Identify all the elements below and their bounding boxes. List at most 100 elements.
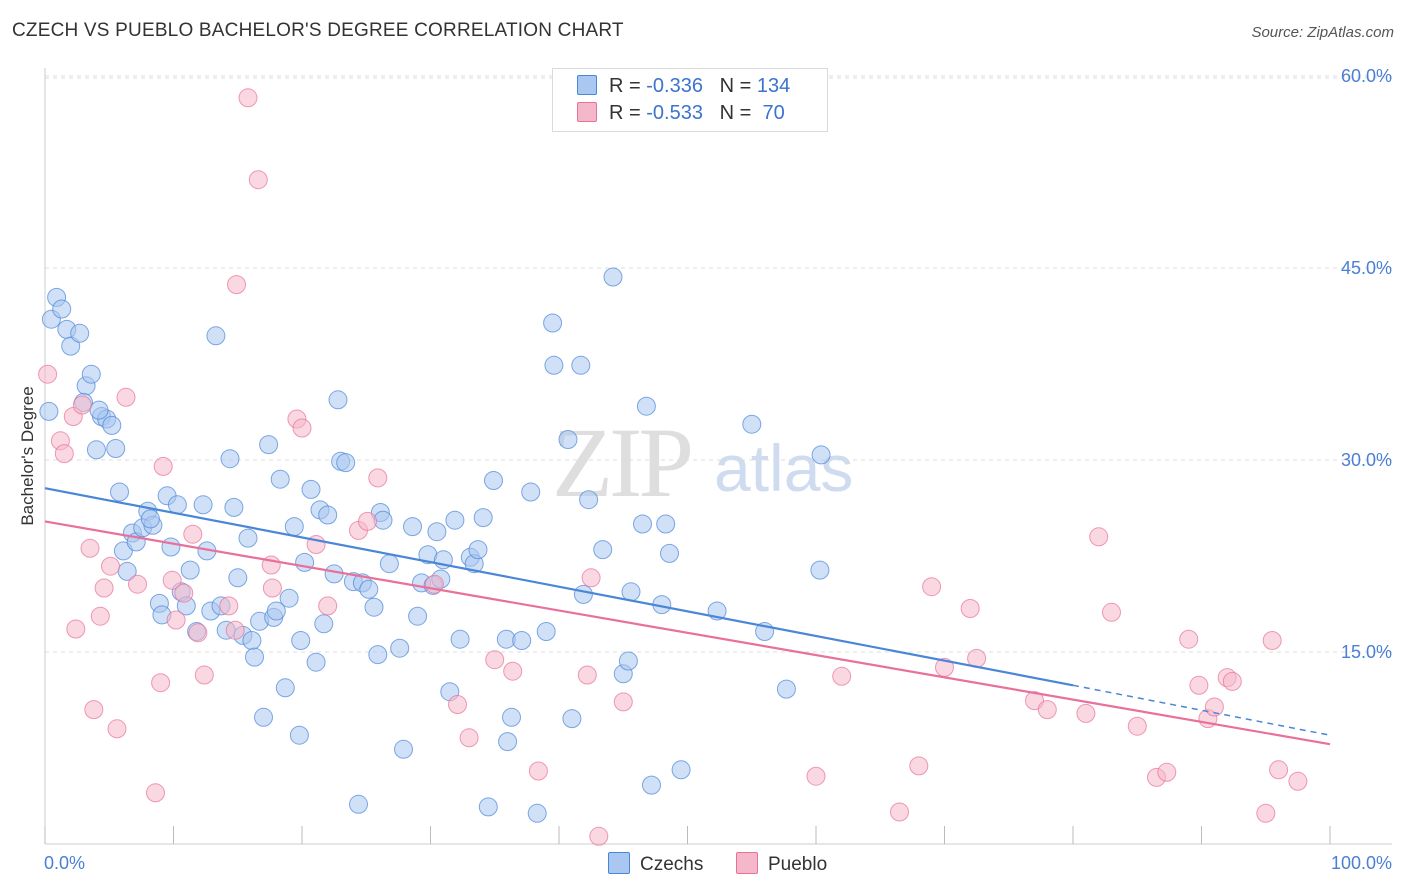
pueblo-point xyxy=(94,578,114,598)
y-tick-label: 15.0% xyxy=(1341,642,1392,662)
pueblo-point xyxy=(162,570,182,590)
pueblo-point xyxy=(90,606,110,626)
czechs-point xyxy=(810,560,830,580)
pueblo-point xyxy=(72,395,92,415)
pueblo-point xyxy=(84,700,104,720)
czechs-point xyxy=(364,597,384,617)
pueblo-point xyxy=(238,88,258,108)
czechs-point xyxy=(324,564,344,584)
czechs-point xyxy=(289,725,309,745)
czechs-point xyxy=(521,482,541,502)
pueblo-point xyxy=(128,574,147,594)
pueblo-point xyxy=(832,666,852,686)
czechs-n-label: N = xyxy=(719,75,757,97)
czechs-point xyxy=(811,445,831,465)
y-tick-label: 45.0% xyxy=(1341,258,1392,278)
czechs-point xyxy=(259,435,279,455)
czechs-point xyxy=(403,517,422,537)
czechs-point xyxy=(445,510,465,530)
czechs-legend-swatch xyxy=(608,852,630,874)
legend-item-czechs[interactable]: Czechs xyxy=(608,852,703,876)
pueblo-legend-swatch xyxy=(736,852,758,874)
pueblo-r-label: R = xyxy=(609,102,647,124)
pueblo-point xyxy=(318,596,338,616)
czechs-point xyxy=(206,326,226,346)
czechs-point xyxy=(562,709,582,729)
pueblo-point xyxy=(1037,700,1057,720)
pueblo-point xyxy=(528,761,548,781)
stats-legend: R = -0.336 N = 134 R = -0.533 N = 70 xyxy=(552,68,828,132)
czechs-point xyxy=(39,401,59,421)
pueblo-point xyxy=(1189,675,1209,695)
czechs-point xyxy=(394,739,413,759)
pueblo-point xyxy=(1157,762,1177,782)
czechs-point xyxy=(275,678,295,698)
czechs-point xyxy=(89,400,109,420)
chart-title: CZECH VS PUEBLO BACHELOR'S DEGREE CORREL… xyxy=(12,20,624,41)
czechs-point xyxy=(484,471,503,490)
czechs-point xyxy=(306,652,326,672)
pueblo-point xyxy=(1179,629,1199,649)
czechs-point xyxy=(140,509,160,529)
czechs-point xyxy=(621,582,641,602)
czechs-point xyxy=(301,479,321,499)
pueblo-point xyxy=(107,719,127,739)
czechs-point xyxy=(544,355,564,375)
czechs-point xyxy=(167,495,187,515)
czechs-point xyxy=(106,439,126,458)
czechs-point xyxy=(81,364,101,384)
watermark-atlas: atlas xyxy=(714,431,854,505)
pueblo-point xyxy=(227,275,246,295)
pueblo-swatch xyxy=(577,102,597,122)
czechs-point xyxy=(242,631,262,650)
pueblo-point xyxy=(922,577,942,597)
pueblo-point xyxy=(183,524,203,544)
czechs-point xyxy=(427,522,447,542)
pueblo-r-value: -0.533 xyxy=(646,102,703,124)
pueblo-point xyxy=(368,468,388,488)
czechs-point xyxy=(220,449,240,469)
pueblo-point xyxy=(909,756,929,776)
pueblo-point xyxy=(503,661,523,681)
czechs-point xyxy=(579,490,599,510)
y-axis-label: Bachelor's Degree xyxy=(18,386,37,526)
czechs-point xyxy=(656,514,676,534)
pueblo-point xyxy=(116,387,136,407)
pueblo-trend-line xyxy=(44,520,1331,746)
pueblo-point xyxy=(1256,803,1276,823)
czechs-point xyxy=(450,629,470,649)
pueblo-point xyxy=(890,802,909,822)
czechs-point xyxy=(618,651,638,671)
czechs-point xyxy=(573,584,593,604)
czechs-point xyxy=(660,543,679,563)
pueblo-point xyxy=(153,456,173,476)
czechs-point xyxy=(314,614,334,634)
czechs-point xyxy=(571,355,591,375)
pueblo-point xyxy=(146,783,165,803)
pueblo-point xyxy=(1127,716,1147,736)
czechs-point xyxy=(86,440,106,460)
czechs-point xyxy=(359,579,379,599)
gridlines xyxy=(45,75,1392,653)
pueblo-point xyxy=(1288,771,1308,791)
czechs-point xyxy=(502,707,521,727)
pueblo-point xyxy=(225,620,245,640)
data-points xyxy=(38,88,1308,846)
pueblo-point xyxy=(1269,760,1289,780)
x-tick-label-max: 100.0% xyxy=(1331,853,1392,873)
czechs-r-label: R = xyxy=(609,75,647,97)
czechs-point xyxy=(279,588,299,608)
pueblo-point xyxy=(54,444,74,464)
czechs-point xyxy=(368,645,388,665)
czechs-point xyxy=(642,775,661,795)
pueblo-point xyxy=(1089,527,1109,547)
czechs-point xyxy=(266,601,286,621)
tick-labels: 15.0% 30.0% 45.0% 60.0% 0.0% 100.0% xyxy=(44,66,1392,873)
czechs-point xyxy=(254,707,273,727)
legend-item-pueblo[interactable]: Pueblo xyxy=(736,852,827,876)
y-tick-label: 30.0% xyxy=(1341,450,1392,470)
czechs-point xyxy=(270,469,290,489)
czechs-point xyxy=(291,631,311,650)
czechs-point xyxy=(390,638,410,658)
czechs-point xyxy=(468,540,488,560)
